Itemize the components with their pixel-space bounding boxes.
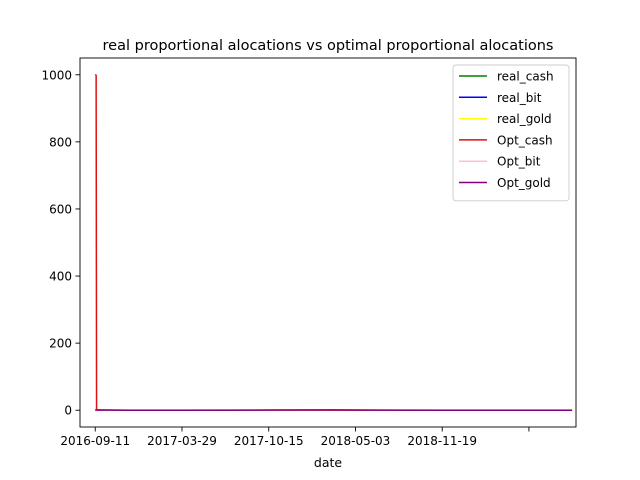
x-tick-label: 2016-09-11 bbox=[60, 434, 130, 448]
series-layer bbox=[94, 74, 573, 411]
legend-label: real_gold bbox=[497, 112, 552, 126]
plot-frame bbox=[79, 57, 577, 428]
y-axis: 0 200 400 600 800 1000 bbox=[41, 68, 80, 418]
x-axis: 2016-09-11 2017-03-29 2017-10-15 2018-05-03… bbox=[60, 427, 530, 448]
legend-label: Opt_bit bbox=[497, 155, 541, 169]
legend-label: Opt_gold bbox=[497, 176, 551, 190]
legend: real_cash real_bit real_gold Opt_cash Opt_bi… bbox=[452, 64, 570, 202]
x-tick-label: 2017-10-15 bbox=[234, 434, 304, 448]
legend-label: Opt_cash bbox=[497, 133, 553, 147]
chart-title: real proportional alocations vs optimal … bbox=[103, 38, 554, 54]
legend-box bbox=[452, 64, 570, 202]
y-tick-label: 0 bbox=[64, 404, 72, 418]
y-tick-label: 600 bbox=[49, 202, 72, 216]
y-tick-label: 400 bbox=[49, 270, 72, 284]
legend-label: real_bit bbox=[497, 91, 542, 105]
legend-label: real_cash bbox=[497, 70, 554, 84]
x-axis-label: date bbox=[314, 455, 342, 470]
x-tick-label: 2017-03-29 bbox=[147, 434, 217, 448]
y-tick-label: 200 bbox=[49, 337, 72, 351]
x-tick-label: 2018-11-19 bbox=[407, 434, 477, 448]
y-tick-label: 800 bbox=[49, 135, 72, 149]
y-tick-label: 1000 bbox=[41, 68, 72, 82]
x-tick-label: 2018-05-03 bbox=[321, 434, 391, 448]
